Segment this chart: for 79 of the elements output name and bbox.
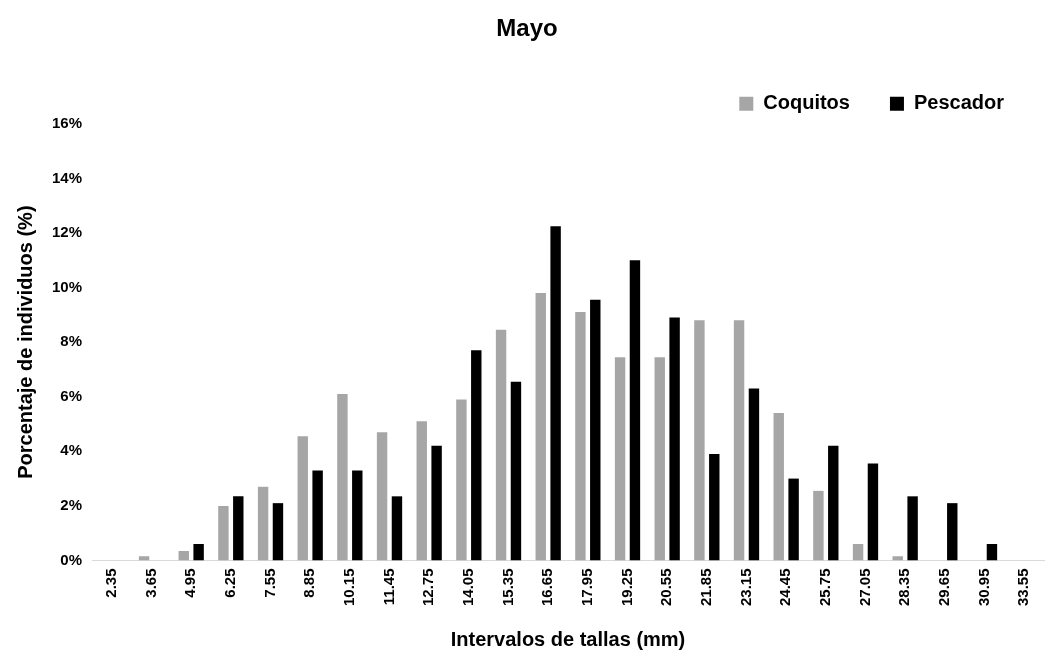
x-tick-label: 4.95 <box>181 568 199 598</box>
bar <box>813 490 824 561</box>
x-tick-label: 19.25 <box>617 568 635 607</box>
bar <box>495 329 507 561</box>
bar <box>867 463 879 561</box>
y-tick-label: 16% <box>51 113 83 131</box>
bar <box>947 503 958 561</box>
y-tick-label: 8% <box>60 332 83 350</box>
bar <box>575 312 586 561</box>
x-tick-label: 14.05 <box>458 568 476 607</box>
bar <box>669 317 680 561</box>
x-tick-label: 24.45 <box>776 568 794 607</box>
bar <box>510 381 522 561</box>
x-tick-label: 20.55 <box>657 568 675 607</box>
bar <box>773 413 784 561</box>
y-tick-label: 0% <box>60 550 83 568</box>
bar <box>337 393 348 561</box>
x-tick-label: 30.95 <box>974 568 992 607</box>
bar <box>550 226 561 561</box>
legend-label: Coquitos <box>763 91 850 114</box>
bar <box>391 496 403 561</box>
chart-title: Mayo <box>496 14 558 42</box>
y-tick-label: 6% <box>60 386 83 404</box>
x-tick-label: 33.55 <box>1014 568 1032 607</box>
bar <box>614 357 626 561</box>
y-axis-title: Porcentaje de individuos (%) <box>13 205 36 479</box>
bar <box>376 432 388 561</box>
bar <box>218 505 229 561</box>
x-tick-label: 28.35 <box>895 568 913 607</box>
bar <box>852 544 864 561</box>
x-tick-label: 3.65 <box>141 568 159 598</box>
x-tick-label: 17.95 <box>577 568 595 607</box>
x-tick-label: 11.45 <box>379 568 397 606</box>
bar <box>193 544 204 561</box>
y-tick-label: 10% <box>51 277 83 295</box>
bar <box>892 556 903 561</box>
bar <box>272 503 284 561</box>
y-tick-label: 12% <box>51 223 83 241</box>
x-tick-label: 23.15 <box>736 568 754 607</box>
x-tick-label: 8.85 <box>300 568 318 598</box>
bar <box>694 320 705 561</box>
bar <box>257 486 269 561</box>
x-tick-label: 25.75 <box>815 568 833 607</box>
bar <box>986 544 998 561</box>
bar <box>138 556 150 561</box>
bar <box>748 388 760 561</box>
bar <box>297 436 308 561</box>
bar <box>352 470 363 561</box>
bar <box>907 496 918 561</box>
y-tick-label: 4% <box>60 441 83 459</box>
bar <box>709 454 720 561</box>
bar <box>456 399 467 561</box>
bar <box>788 478 799 561</box>
bar <box>233 496 244 561</box>
x-axis-title: Intervalos de tallas (mm) <box>450 627 686 650</box>
bar <box>416 421 427 561</box>
y-tick-label: 2% <box>60 496 83 514</box>
x-tick-label: 6.25 <box>220 568 238 598</box>
bar <box>654 357 665 561</box>
bar <box>178 550 189 561</box>
x-tick-label: 21.85 <box>696 568 714 607</box>
bar <box>535 293 546 561</box>
y-tick-label: 14% <box>51 168 83 186</box>
bar <box>629 260 641 561</box>
x-tick-label: 12.75 <box>419 568 437 607</box>
x-tick-label: 29.65 <box>934 568 952 607</box>
x-tick-label: 27.05 <box>855 568 873 607</box>
x-tick-label: 2.35 <box>102 568 119 598</box>
x-tick-label: 16.65 <box>538 568 556 607</box>
x-tick-label: 15.35 <box>498 568 516 607</box>
bar <box>312 470 323 561</box>
bar <box>590 299 601 561</box>
legend-label: Pescador <box>913 91 1005 114</box>
bar <box>471 350 482 561</box>
bar <box>828 445 839 561</box>
bar <box>733 320 745 561</box>
x-tick-label: 7.55 <box>260 568 278 598</box>
x-tick-label: 10.15 <box>339 568 357 607</box>
bar <box>431 445 442 561</box>
